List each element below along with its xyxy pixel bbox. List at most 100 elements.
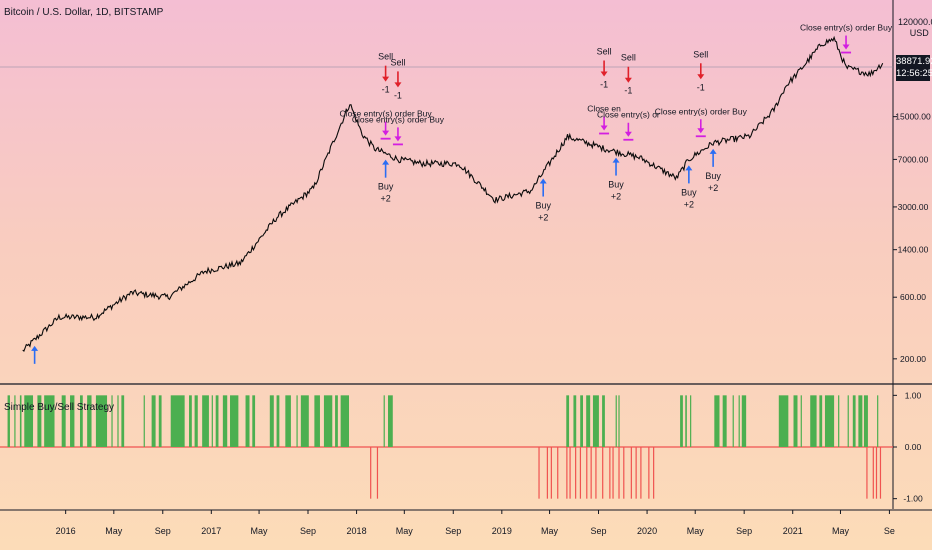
indicator-positive-bar — [269, 395, 274, 447]
indicator-negative-bar — [546, 447, 548, 499]
indicator-positive-bar — [615, 395, 617, 447]
indicator-positive-bar — [230, 395, 239, 447]
buy-signal-qty: +2 — [611, 192, 621, 202]
indicator-positive-bar — [95, 395, 108, 447]
indicator-positive-bar — [732, 395, 734, 447]
indicator-positive-bar — [285, 395, 291, 447]
price-tick-label: 15000.00 — [895, 112, 931, 122]
indicator-positive-bar — [189, 395, 192, 447]
indicator-positive-bar — [340, 395, 350, 447]
close-arrow-head — [600, 125, 608, 131]
indicator-negative-bar — [590, 447, 592, 499]
indicator-negative-bar — [370, 447, 372, 499]
indicator-positive-bar — [252, 395, 256, 447]
last-price-countdown: 12:56:25 — [896, 68, 932, 79]
indicator-positive-bar — [335, 395, 338, 447]
indicator-negative-bar — [595, 447, 597, 499]
indicator-positive-bar — [824, 395, 835, 447]
indicator-positive-bar — [111, 395, 113, 447]
sell-arrow-head — [394, 82, 402, 88]
indicator-positive-bar — [151, 395, 156, 447]
indicator-title: Simple Buy/Sell Strategy — [4, 402, 115, 413]
indicator-positive-bar — [79, 395, 83, 447]
indicator-positive-bar — [714, 395, 720, 447]
sell-signal-qty: -1 — [394, 90, 402, 100]
sell-arrow-head — [382, 76, 390, 82]
indicator-positive-bar — [296, 395, 298, 447]
indicator-negative-bar — [623, 447, 625, 499]
indicator-positive-bar — [211, 395, 213, 447]
indicator-positive-bar — [300, 395, 309, 447]
buy-signal-qty: +2 — [708, 183, 718, 193]
indicator-positive-bar — [117, 395, 119, 447]
indicator-positive-bar — [573, 395, 577, 447]
sell-arrow-head — [624, 77, 632, 83]
price-tick-label: 1400.00 — [898, 245, 929, 255]
indicator-positive-bar — [586, 395, 591, 447]
indicator-negative-bar — [872, 447, 874, 499]
indicator-negative-bar — [879, 447, 882, 499]
sell-signal-qty: -1 — [624, 86, 632, 96]
indicator-positive-bar — [852, 395, 856, 447]
indicator-negative-bar — [866, 447, 868, 499]
sell-arrow-head — [600, 71, 608, 77]
time-tick-label: Sep — [591, 526, 607, 536]
indicator-positive-bar — [863, 395, 868, 447]
time-tick-label: Sep — [736, 526, 752, 536]
indicator-positive-bar — [838, 395, 840, 447]
indicator-negative-bar — [376, 447, 379, 499]
close-signal-label: Close entry(s) or — [597, 110, 660, 120]
buy-arrow-head — [31, 345, 39, 351]
indicator-positive-bar — [566, 395, 570, 447]
indicator-positive-bar — [741, 395, 747, 447]
time-tick-label: Sep — [155, 526, 171, 536]
close-arrow-head — [842, 44, 850, 50]
buy-signal-qty: +2 — [380, 194, 390, 204]
close-signal-label: Close entry(s) order Buy — [655, 106, 748, 116]
indicator-negative-bar — [557, 447, 559, 499]
indicator-positive-bar — [170, 395, 185, 447]
indicator-negative-bar — [630, 447, 632, 499]
indicator-positive-bar — [314, 395, 320, 447]
price-tick-label: 600.00 — [900, 292, 926, 302]
indicator-positive-bar — [722, 395, 727, 447]
indicator-positive-bar — [388, 395, 393, 447]
indicator-tick-label: 0.00 — [905, 442, 922, 452]
time-tick-label: 2017 — [201, 526, 221, 536]
sell-signal-label: Sell — [390, 57, 405, 67]
last-price-badge: 38871.92 12:56:25 — [896, 55, 932, 81]
indicator-negative-bar — [640, 447, 642, 499]
indicator-negative-bar — [550, 447, 552, 499]
time-tick-label: May — [105, 526, 123, 536]
indicator-positive-bar — [202, 395, 209, 447]
close-signal-label: Close entry(s) order Buy — [800, 23, 893, 33]
close-arrow-head — [624, 131, 632, 137]
indicator-positive-bar — [37, 395, 42, 447]
symbol-title-text: Bitcoin / U.S. Dollar, 1D, BITSTAMP — [4, 7, 164, 18]
time-tick-label: Sep — [300, 526, 316, 536]
buy-arrow-head — [612, 157, 620, 163]
indicator-negative-bar — [618, 447, 620, 499]
indicator-positive-bar — [800, 395, 802, 447]
indicator-positive-bar — [819, 395, 823, 447]
sell-signal-label: Sell — [597, 47, 612, 57]
symbol-title: Bitcoin / U.S. Dollar, 1D, BITSTAMP — [4, 7, 165, 18]
indicator-positive-bar — [858, 395, 863, 447]
indicator-negative-bar — [586, 447, 588, 499]
sell-signal-qty: -1 — [697, 82, 705, 92]
indicator-positive-bar — [14, 395, 16, 447]
indicator-positive-bar — [44, 395, 55, 447]
indicator-positive-bar — [680, 395, 683, 447]
indicator-negative-bar — [566, 447, 568, 499]
sell-signal-label: Sell — [621, 53, 636, 63]
indicator-positive-bar — [847, 395, 849, 447]
indicator-positive-bar — [121, 395, 125, 447]
time-tick-label: May — [251, 526, 269, 536]
indicator-negative-bar — [635, 447, 637, 499]
indicator-positive-bar — [618, 395, 620, 447]
indicator-positive-bar — [61, 395, 66, 447]
price-series-line — [22, 35, 884, 353]
indicator-negative-bar — [648, 447, 650, 499]
